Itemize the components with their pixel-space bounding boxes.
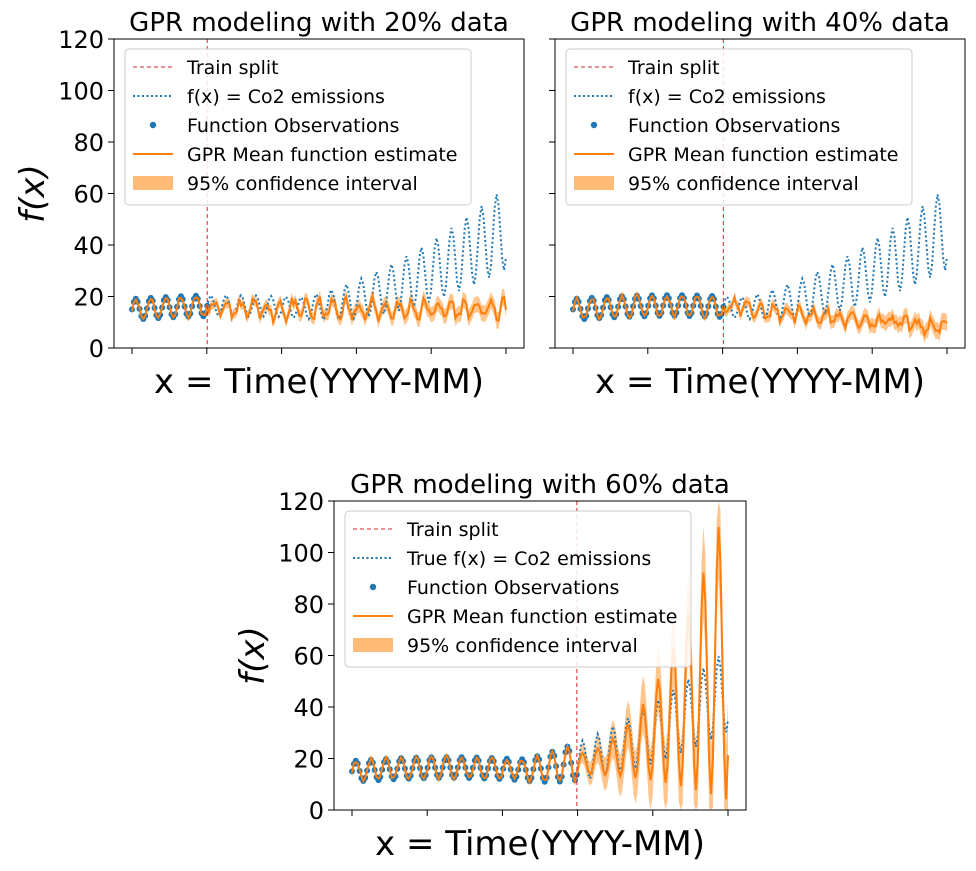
legend-label: 95% confidence interval (407, 635, 638, 657)
plot-area (349, 501, 729, 810)
chart-title: GPR modeling with 40% data (570, 8, 950, 38)
y-tick-label: 120 (278, 488, 324, 516)
chart-title: GPR modeling with 20% data (129, 8, 509, 38)
legend-label: GPR Mean function estimate (628, 144, 899, 166)
legend-label: Function Observations (407, 577, 619, 599)
x-axis-label: x = Time(YYYY-MM) (375, 824, 705, 864)
legend-observations-swatch (149, 121, 157, 129)
legend-box (344, 510, 692, 668)
legend-label: 95% confidence interval (187, 173, 418, 195)
confidence-band (132, 288, 506, 330)
plot-area (570, 39, 948, 348)
legend-label: Train split (406, 519, 499, 541)
legend-box (565, 48, 913, 206)
y-tick-label: 80 (293, 591, 324, 619)
legend-label: GPR Mean function estimate (187, 144, 458, 166)
legend-label: f(x) = Co2 emissions (628, 86, 826, 108)
legend-label: Function Observations (628, 115, 840, 137)
y-tick-label: 40 (73, 232, 104, 260)
legend-confidence-swatch (133, 176, 173, 190)
y-tick-label: 80 (73, 129, 104, 157)
legend: Train split f(x) = Co2 emissions Function … (124, 48, 472, 206)
chart-panel-3: GPR modeling with 60% data 0 20 40 60 80 100 12… (233, 470, 747, 864)
legend-label: Function Observations (187, 115, 399, 137)
x-axis-label: x = Time(YYYY-MM) (595, 362, 925, 402)
chart-panel-1: GPR modeling with 20% data 0 20 40 60 80 100 12… (13, 8, 525, 402)
y-axis-label: f(x) (233, 626, 273, 685)
chart-panel-2: GPR modeling with 40% data x = Time(YYYY-… (549, 8, 966, 402)
confidence-band (573, 291, 947, 344)
legend-observations-swatch (369, 583, 377, 591)
y-tick-label: 20 (293, 746, 324, 774)
y-tick-label: 100 (278, 540, 324, 568)
legend: Train split True f(x) = Co2 emissions Func… (344, 510, 692, 668)
y-tick-label: 60 (293, 643, 324, 671)
legend-observations-swatch (590, 121, 598, 129)
y-tick-label: 20 (73, 284, 104, 312)
legend-box (124, 48, 472, 206)
y-tick-label: 60 (73, 181, 104, 209)
gpr-mean-line (351, 526, 729, 800)
legend-confidence-swatch (353, 638, 393, 652)
legend: Train split f(x) = Co2 emissions Function … (565, 48, 913, 206)
legend-label: Train split (627, 57, 720, 79)
y-tick-label: 120 (58, 26, 104, 54)
legend-label: GPR Mean function estimate (407, 606, 678, 628)
legend-label: f(x) = Co2 emissions (187, 86, 385, 108)
y-axis-label: f(x) (13, 164, 53, 223)
x-axis-label: x = Time(YYYY-MM) (154, 362, 484, 402)
legend-label: True f(x) = Co2 emissions (406, 548, 651, 570)
y-tick-label: 0 (89, 335, 104, 363)
y-tick-label: 0 (309, 797, 324, 825)
legend-label: Train split (186, 57, 279, 79)
y-tick-label: 40 (293, 694, 324, 722)
gpr-mean-line (131, 291, 507, 326)
legend-label: 95% confidence interval (628, 173, 859, 195)
legend-confidence-swatch (574, 176, 614, 190)
plot-area (129, 39, 507, 348)
y-tick-label: 100 (58, 78, 104, 106)
chart-title: GPR modeling with 60% data (350, 470, 730, 500)
gpr-mean-line (572, 291, 948, 339)
